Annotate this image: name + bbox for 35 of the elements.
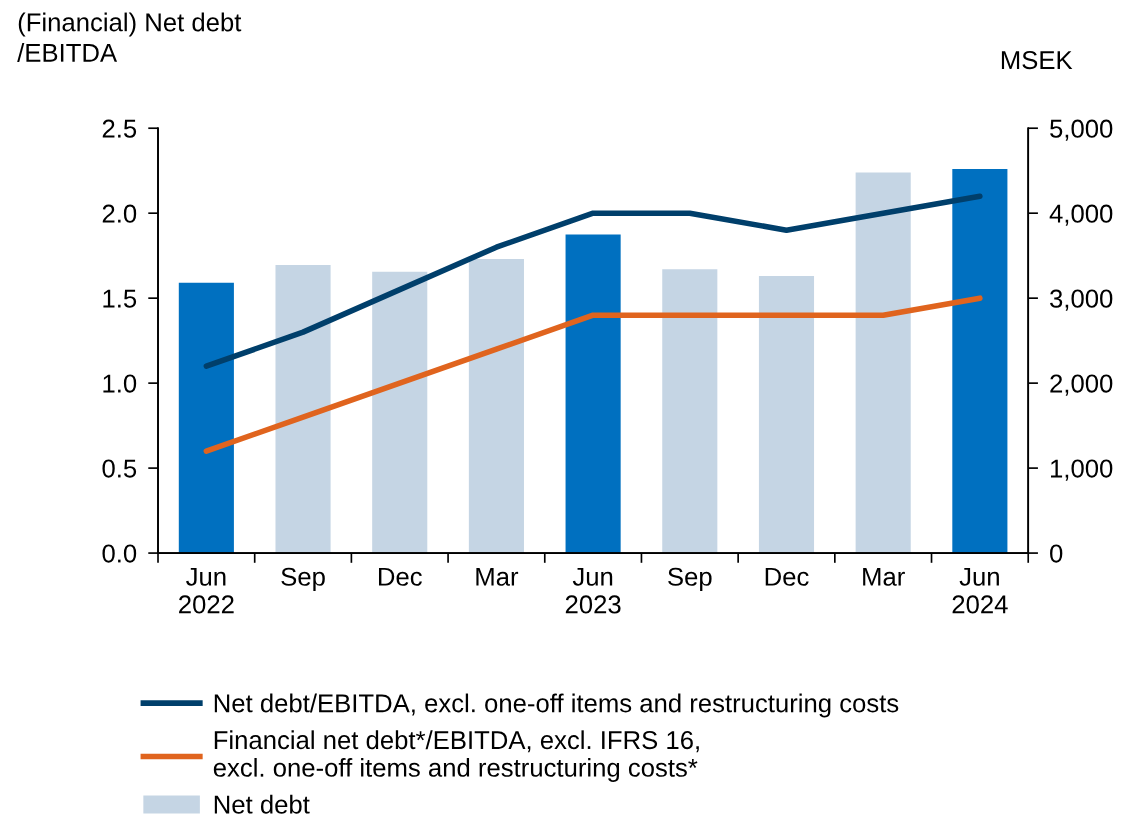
y2-tick-label: 1,000 (1051, 459, 1113, 481)
bar (468, 259, 524, 554)
bar (372, 271, 428, 554)
y2-tick-label: 5,000 (1050, 119, 1113, 141)
x-tick-label: Dec (765, 567, 809, 586)
legend-label: Net debt/EBITDA, excl. one-off items and restructuring costs (214, 693, 899, 718)
y2-tick-label: 2,000 (1050, 374, 1113, 396)
y-tick-label: 1.0 (103, 374, 137, 393)
legend-label: Financial net debt*/EBITDA, excl. IFRS 16, excl. one-off items and restructuring costs* (213, 730, 699, 782)
x-tick-label: Jun 2023 (565, 567, 621, 614)
x-tick-label: Sep (668, 567, 712, 591)
legend-label: Net debt (214, 794, 310, 814)
bar (855, 172, 911, 554)
x-tick-label: Dec (378, 567, 422, 586)
y-tick-label: 2.5 (102, 119, 137, 138)
bar (275, 265, 331, 554)
x-tick-label: Sep (281, 567, 325, 591)
bar (178, 282, 234, 554)
y-tick-label: 2.0 (102, 204, 137, 223)
y-axis-title: (Financial) Net debt /EBITDA (17, 12, 242, 62)
x-tick-label: Jun 2022 (179, 567, 234, 614)
bar (565, 234, 621, 554)
y2-tick-label: 3,000 (1050, 289, 1113, 311)
bar (662, 269, 718, 554)
y-tick-label: 0.0 (102, 544, 137, 563)
y2-tick-label: 4,000 (1049, 204, 1113, 226)
y2-tick-label: 0 (1050, 544, 1063, 563)
x-tick-label: Jun 2024 (952, 567, 1008, 614)
x-tick-label: Mar (863, 567, 905, 586)
bar (952, 169, 1008, 554)
y2-axis-title: MSEK (1001, 50, 1073, 70)
y-tick-label: 0.5 (102, 459, 137, 478)
x-tick-label: Mar (476, 567, 519, 586)
y-tick-label: 1.5 (103, 289, 137, 308)
bar (758, 276, 815, 554)
